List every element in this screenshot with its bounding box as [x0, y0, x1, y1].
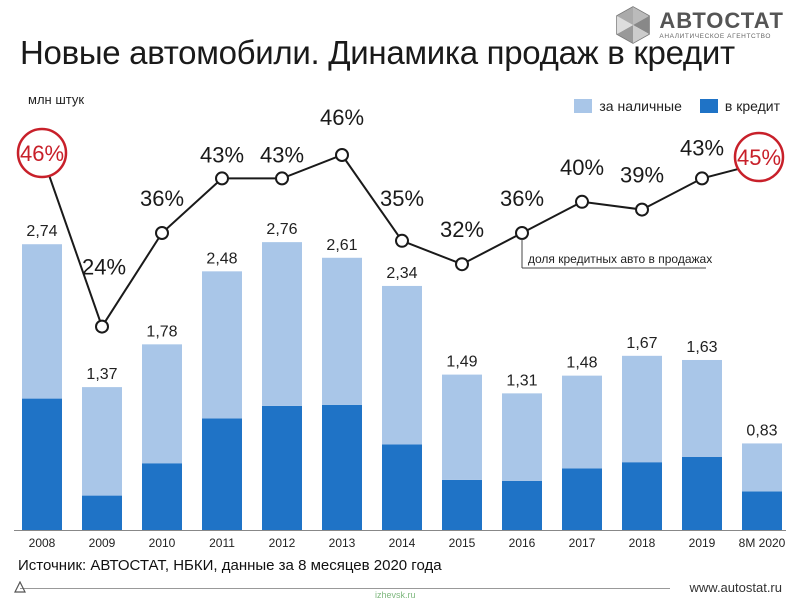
- bar-cash-2009: [82, 387, 122, 496]
- total-label-8М 2020: 0,83: [746, 422, 777, 439]
- bar-credit-2013: [322, 404, 362, 530]
- source-note: Источник: АВТОСТАТ, НБКИ, данные за 8 ме…: [18, 557, 442, 574]
- bar-cash-2008: [22, 244, 62, 399]
- x-tick-2017: 2017: [569, 536, 596, 550]
- x-tick-2014: 2014: [389, 536, 416, 550]
- bar-cash-2011: [202, 271, 242, 419]
- share-point-2009: [95, 319, 109, 334]
- bar-cash-2018: [622, 355, 662, 463]
- triangle-icon: [14, 581, 26, 593]
- share-label-2018: 39%: [620, 163, 664, 188]
- x-tick-8М 2020: 8М 2020: [739, 536, 786, 550]
- share-label-2017: 40%: [560, 155, 604, 180]
- site-url: www.autostat.ru: [689, 580, 783, 595]
- watermark: izhevsk.ru: [375, 590, 416, 600]
- highlight-ring-8М 2020: [733, 131, 785, 183]
- logo-name: АВТОСТАТ: [659, 7, 784, 33]
- share-point-2016: [515, 226, 529, 240]
- share-label-8М 2020: 45%: [737, 145, 781, 170]
- bar-credit-2016: [502, 480, 542, 530]
- bar-credit-2012: [262, 405, 302, 530]
- share-point-2010: [155, 226, 169, 240]
- bar-credit-2019: [682, 456, 722, 530]
- x-tick-2015: 2015: [449, 536, 476, 550]
- share-label-2019: 43%: [680, 135, 724, 160]
- bar-credit-2018: [622, 462, 662, 530]
- legend-item-cash: за наличные: [574, 98, 682, 114]
- legend-label-credit: в кредит: [724, 98, 780, 114]
- logo-icon: [616, 6, 651, 44]
- total-label-2011: 2,48: [206, 250, 237, 267]
- x-tick-2010: 2010: [149, 536, 176, 550]
- line-series-label: доля кредитных авто в продажах: [528, 252, 712, 266]
- x-tick-2019: 2019: [689, 536, 716, 550]
- total-label-2013: 2,61: [326, 237, 357, 254]
- total-label-2009: 1,37: [86, 366, 117, 383]
- bar-credit-2015: [442, 479, 482, 530]
- bar-credit-2011: [202, 418, 242, 530]
- bar-credit-8М 2020: [742, 491, 782, 530]
- share-point-2015: [455, 257, 469, 272]
- total-label-2018: 1,67: [626, 335, 657, 352]
- bar-credit-2009: [82, 495, 122, 530]
- x-tick-2009: 2009: [89, 536, 116, 550]
- share-label-2008: 46%: [20, 141, 64, 166]
- share-point-2014: [395, 233, 409, 248]
- share-point-2011: [215, 171, 229, 186]
- legend: за наличные в кредит: [562, 98, 780, 114]
- legend-label-cash: за наличные: [599, 98, 682, 114]
- share-point-2018: [635, 202, 649, 217]
- chart-title: Новые автомобили. Динамика продаж в кред…: [20, 34, 735, 71]
- bar-cash-8М 2020: [742, 443, 782, 492]
- total-label-2014: 2,34: [386, 265, 417, 282]
- share-label-2011: 43%: [200, 142, 244, 167]
- share-label-2013: 46%: [320, 105, 364, 130]
- logo-subtitle: АНАЛИТИЧЕСКОЕ АГЕНТСТВО: [659, 32, 772, 40]
- total-label-2015: 1,49: [446, 354, 477, 371]
- bar-cash-2012: [262, 242, 302, 406]
- total-label-2017: 1,48: [566, 355, 597, 372]
- total-label-2008: 2,74: [26, 223, 57, 240]
- x-tick-2012: 2012: [269, 536, 296, 550]
- bar-cash-2019: [682, 359, 722, 457]
- bar-cash-2016: [502, 393, 542, 481]
- legend-swatch-credit: [699, 99, 718, 113]
- bar-cash-2017: [562, 375, 602, 469]
- y-axis-label: млн штук: [28, 92, 85, 107]
- bar-credit-2008: [22, 398, 62, 530]
- share-label-2016: 36%: [500, 186, 544, 211]
- x-tick-2013: 2013: [329, 536, 356, 550]
- bar-credit-2010: [142, 463, 182, 530]
- total-label-2010: 1,78: [146, 323, 177, 340]
- share-label-2009: 24%: [82, 255, 126, 280]
- x-tick-2016: 2016: [509, 536, 536, 550]
- total-label-2016: 1,31: [506, 372, 537, 389]
- share-point-2013: [335, 148, 349, 162]
- share-label-2010: 36%: [140, 186, 184, 211]
- share-label-2012: 43%: [260, 142, 304, 167]
- bar-cash-2013: [322, 257, 362, 405]
- footer-divider: [20, 588, 670, 589]
- bar-cash-2015: [442, 374, 482, 480]
- x-tick-2011: 2011: [209, 536, 235, 550]
- bar-credit-2014: [382, 444, 422, 530]
- legend-swatch-cash: [574, 99, 593, 113]
- share-point-2019: [695, 171, 709, 186]
- bar-credit-2017: [562, 468, 602, 530]
- share-point-2012: [275, 171, 289, 186]
- bar-cash-2010: [142, 344, 182, 464]
- legend-item-credit: в кредит: [699, 98, 780, 114]
- total-label-2019: 1,63: [686, 339, 717, 356]
- logo: АВТОСТАТ АНАЛИТИЧЕСКОЕ АГЕНТСТВО: [613, 4, 784, 46]
- highlight-ring-2008: [16, 127, 68, 179]
- share-label-2014: 35%: [380, 186, 424, 211]
- bar-cash-2014: [382, 285, 422, 445]
- x-tick-2008: 2008: [29, 536, 56, 550]
- share-label-2015: 32%: [440, 217, 484, 242]
- x-tick-2018: 2018: [629, 536, 656, 550]
- total-label-2012: 2,76: [266, 221, 297, 238]
- share-point-2017: [575, 194, 589, 209]
